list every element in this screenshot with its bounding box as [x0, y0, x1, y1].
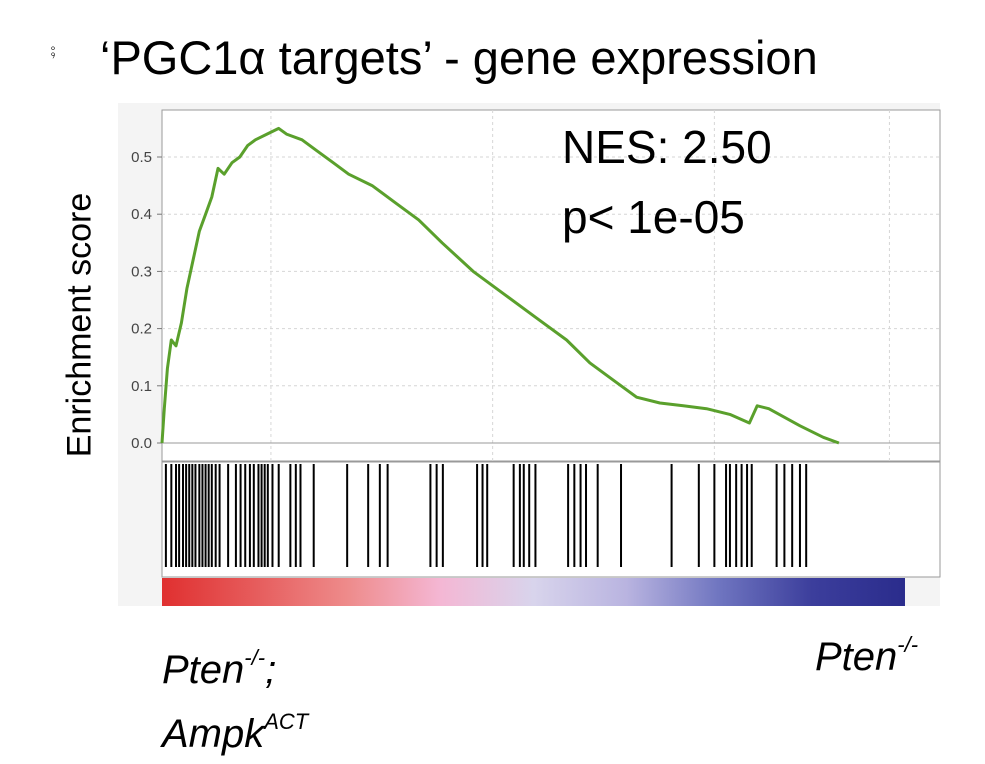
rank-gradient-bar [162, 578, 905, 606]
y-tick-label: 0.2 [131, 321, 152, 338]
y-tick-label: 0.4 [131, 206, 152, 223]
enrichment-panel [161, 109, 941, 462]
enrichment-line [160, 126, 840, 445]
y-tick-label: 0.5 [131, 149, 152, 166]
pvalue-annotation: p< 1e-05 [562, 191, 745, 243]
nes-annotation: NES: 2.50 [562, 121, 772, 173]
chart-title: ‘PGC1α targets’ - gene expression [100, 31, 818, 84]
y-tick-label: 0.1 [131, 378, 152, 395]
y-tick-label: 0.3 [131, 263, 152, 280]
phenotype-label-left: Pten-/-; AmpkACT [162, 645, 309, 756]
y-axis-label: Enrichment score [60, 192, 99, 458]
hits-panel [161, 461, 941, 578]
phenotype-label-right: Pten-/- [815, 632, 919, 679]
y-tick-label: 0.0 [131, 435, 152, 452]
corner-mark: ⨾ [50, 30, 56, 63]
